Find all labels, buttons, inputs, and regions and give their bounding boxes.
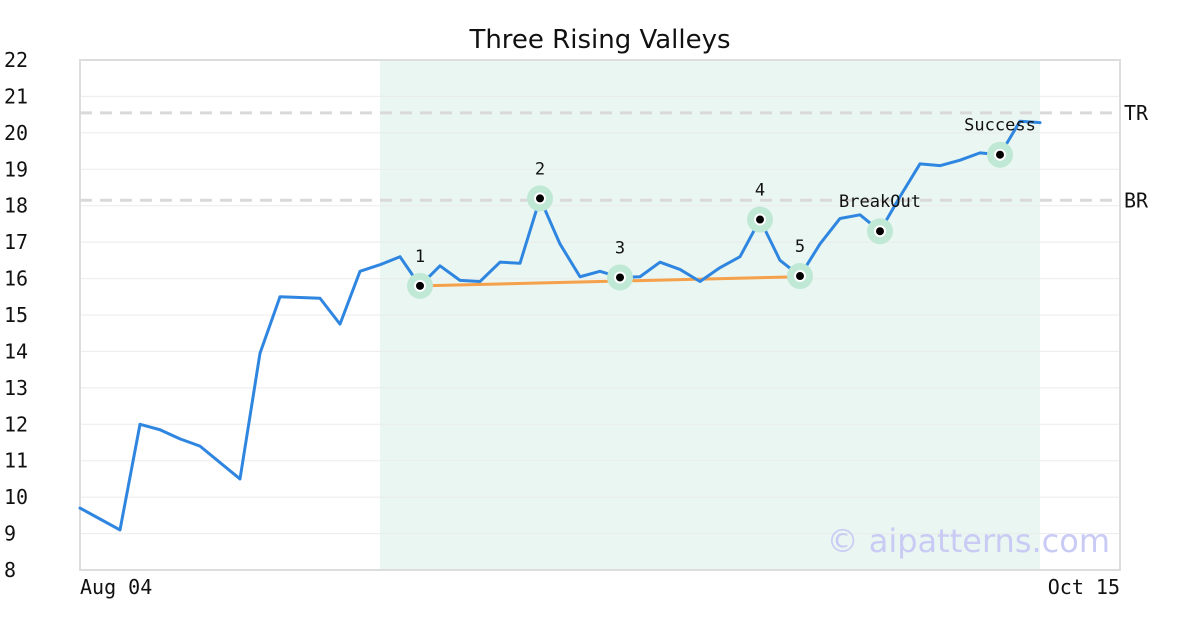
y-tick-label: 20	[4, 121, 28, 145]
y-tick-label: 18	[4, 194, 28, 218]
watermark: © aipatterns.com	[827, 522, 1110, 560]
x-axis: Aug 04 Oct 15	[80, 575, 1120, 599]
level-label-br: BR	[1124, 188, 1149, 212]
key-point-dot-success	[996, 150, 1004, 159]
y-tick-label: 8	[4, 558, 16, 582]
key-point-layer: 1 2 3 4 5 BreakOut Success	[407, 116, 1036, 299]
y-tick-label: 22	[4, 48, 28, 72]
key-point-label-2: 2	[535, 159, 545, 179]
y-tick-label: 15	[4, 303, 28, 327]
y-tick-label: 19	[4, 157, 28, 181]
key-point-dot-1	[416, 281, 424, 290]
key-point-dot-5	[796, 272, 804, 281]
key-point-dot-breakout	[876, 227, 884, 236]
level-layer: TR BR	[80, 101, 1149, 212]
key-point-label-5: 5	[795, 237, 805, 257]
plot-frame	[79, 59, 1121, 571]
y-tick-label: 14	[4, 339, 28, 363]
level-label-tr: TR	[1124, 101, 1149, 125]
y-tick-label: 12	[4, 412, 28, 436]
key-point-dot-4	[756, 215, 764, 224]
key-point-label-3: 3	[615, 238, 625, 258]
key-point-label-4: 4	[755, 181, 765, 201]
y-tick-label: 10	[4, 485, 28, 509]
y-tick-label: 11	[4, 449, 28, 473]
y-tick-label: 9	[4, 522, 16, 546]
chart-title: Three Rising Valleys	[468, 25, 730, 55]
y-tick-label: 17	[4, 230, 28, 254]
key-point-label-success: Success	[964, 116, 1036, 136]
y-tick-label: 21	[4, 84, 28, 108]
x-tick-label: Oct 15	[1048, 575, 1120, 599]
x-tick-label: Aug 04	[80, 575, 152, 599]
y-tick-label: 13	[4, 376, 28, 400]
key-point-dot-3	[616, 273, 624, 282]
y-axis: 8 9 10 11 12 13 14 15 16 17 18 19 20 21 22	[4, 48, 28, 582]
key-point-dot-2	[536, 194, 544, 203]
y-tick-label: 16	[4, 267, 28, 291]
key-point-label-breakout: BreakOut	[839, 192, 921, 212]
key-point-label-1: 1	[415, 247, 425, 267]
grid-layer	[80, 95, 1120, 535]
